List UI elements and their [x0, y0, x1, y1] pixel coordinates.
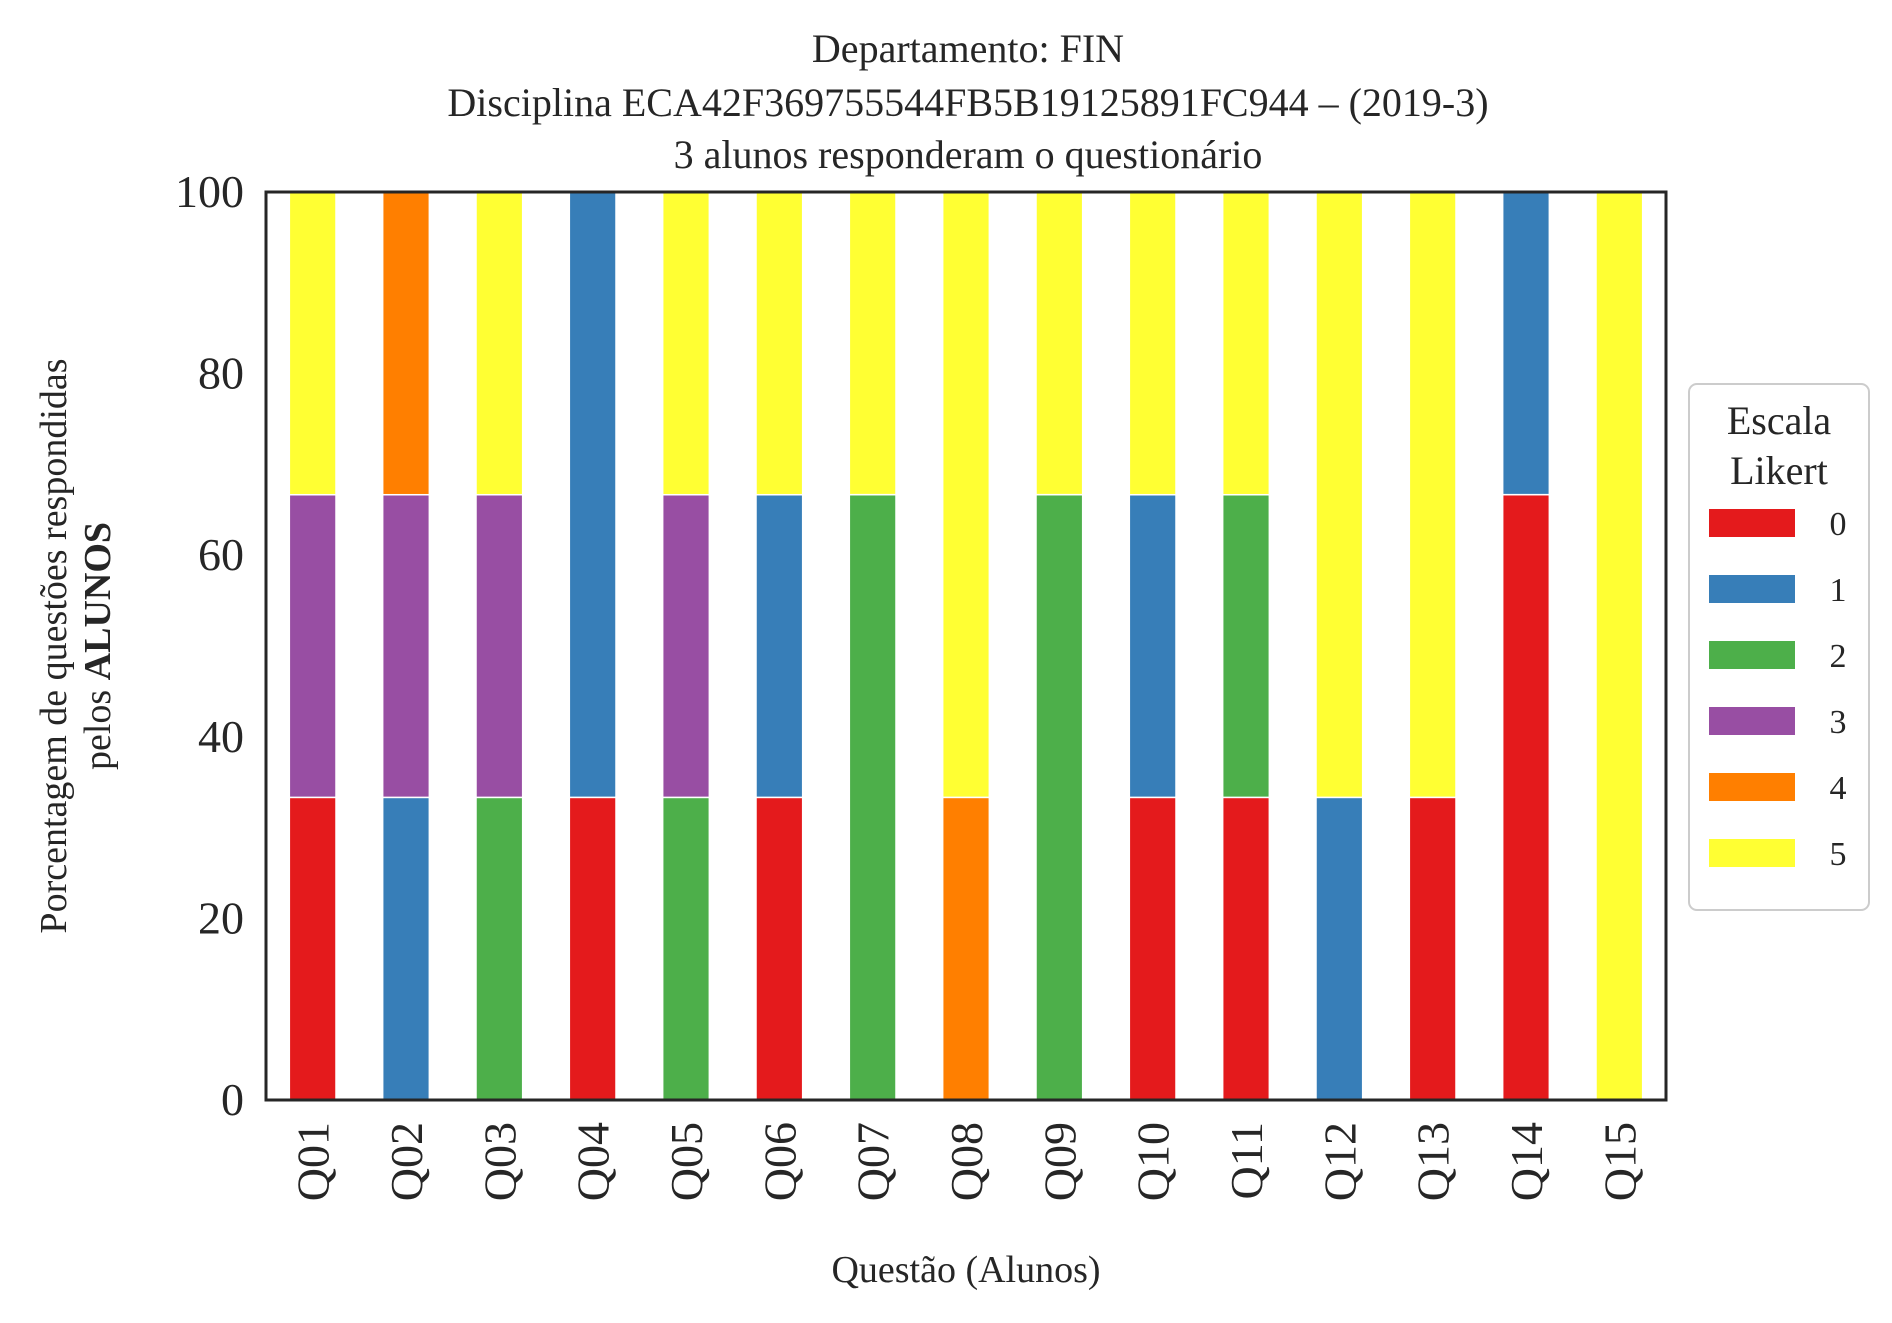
bar-q06-likert-5 — [755, 191, 804, 496]
bar-q02-likert-3 — [381, 493, 431, 799]
x-tick-label-q09: Q09 — [1034, 1122, 1085, 1201]
bar-q10-likert-0 — [1128, 796, 1177, 1101]
x-axis-label: Questão (Alunos) — [831, 1249, 1100, 1291]
legend-label-5: 5 — [1830, 836, 1847, 873]
bar-q12-likert-1 — [1315, 796, 1364, 1101]
x-tick-label-q02: Q02 — [381, 1122, 432, 1201]
bar-q03-likert-5 — [475, 191, 524, 496]
x-tick-label-q07: Q07 — [848, 1122, 899, 1201]
legend-label-1: 1 — [1830, 572, 1847, 609]
y-tick-label-0: 0 — [221, 1074, 244, 1125]
legend-swatch-1 — [1709, 575, 1795, 603]
legend-label-0: 0 — [1830, 506, 1847, 543]
bar-q05-likert-3 — [661, 493, 711, 799]
y-tick-label-80: 80 — [198, 348, 244, 399]
bar-q02-likert-4 — [381, 191, 431, 496]
bar-q01-likert-3 — [288, 493, 337, 799]
chart-title: Departamento: FIN Disciplina ECA42F36975… — [447, 26, 1488, 177]
bar-q15-likert-5 — [1595, 191, 1644, 1101]
x-tick-label-q14: Q14 — [1501, 1122, 1552, 1201]
bar-q03-likert-2 — [475, 796, 524, 1101]
bar-q14-likert-0 — [1501, 493, 1551, 1101]
bar-q10-likert-1 — [1128, 493, 1177, 799]
legend-swatch-4 — [1709, 773, 1795, 801]
y-axis-label-prefix: pelos — [77, 680, 119, 770]
bar-q04-likert-1 — [568, 191, 617, 799]
plot-frame — [264, 190, 1668, 1102]
legend-label-3: 3 — [1830, 704, 1847, 741]
x-tick-label-q13: Q13 — [1408, 1122, 1459, 1201]
bar-q01-likert-5 — [288, 191, 337, 496]
bar-q11-likert-2 — [1221, 493, 1271, 799]
y-axis-ticks: 0 20 40 60 80 100 — [175, 166, 244, 1125]
x-tick-label-q10: Q10 — [1128, 1122, 1179, 1201]
x-tick-label-q11: Q11 — [1221, 1122, 1272, 1200]
x-tick-label-q08: Q08 — [941, 1122, 992, 1201]
legend-label-4: 4 — [1830, 770, 1847, 807]
x-tick-label-q15: Q15 — [1594, 1122, 1645, 1201]
x-axis-ticks: Q01 Q02 Q03 Q04 Q05 Q06 Q07 Q08 Q09 Q10 Q11 Q12 Q13 Q… — [288, 1122, 1646, 1201]
bar-q11-likert-0 — [1221, 796, 1271, 1101]
bar-q01-likert-0 — [288, 796, 337, 1101]
bar-q13-likert-5 — [1408, 191, 1457, 799]
x-tick-label-q06: Q06 — [754, 1122, 805, 1201]
x-tick-label-q12: Q12 — [1314, 1122, 1365, 1201]
legend-swatch-3 — [1709, 707, 1795, 735]
y-tick-label-40: 40 — [198, 711, 244, 762]
bar-q05-likert-2 — [661, 796, 711, 1101]
legend-entries: 0 1 2 3 4 5 — [1709, 506, 1847, 873]
x-tick-label-q03: Q03 — [474, 1122, 525, 1201]
bar-q05-likert-5 — [661, 191, 711, 496]
title-line-2: Disciplina ECA42F369755544FB5B19125891FC… — [447, 80, 1488, 125]
y-axis-label-line-1: Porcentagem de questões respondidas — [33, 358, 75, 933]
y-tick-label-20: 20 — [198, 892, 244, 943]
bar-q08-likert-4 — [941, 796, 991, 1101]
x-tick-label-q01: Q01 — [288, 1122, 339, 1201]
bar-q04-likert-0 — [568, 796, 617, 1101]
bar-q14-likert-1 — [1501, 191, 1551, 496]
title-line-1: Departamento: FIN — [812, 26, 1124, 71]
legend-swatch-2 — [1709, 641, 1795, 669]
bar-q02-likert-1 — [381, 796, 431, 1101]
bar-q12-likert-5 — [1315, 191, 1364, 799]
bar-q06-likert-1 — [755, 493, 804, 799]
y-axis-label: Porcentagem de questões respondidas pelo… — [33, 358, 119, 933]
x-tick-label-q04: Q04 — [568, 1122, 619, 1201]
y-axis-label-line-2: pelos ALUNOS — [77, 522, 119, 770]
legend: Escala Likert 0 1 2 3 4 5 — [1688, 383, 1870, 911]
bar-q09-likert-2 — [1035, 493, 1084, 1101]
y-tick-label-100: 100 — [175, 166, 244, 217]
legend-title-line-2: Likert — [1730, 448, 1828, 493]
bar-q10-likert-5 — [1128, 191, 1177, 496]
bar-q13-likert-0 — [1408, 796, 1457, 1101]
bars-layer — [288, 191, 1644, 1101]
legend-label-2: 2 — [1830, 638, 1847, 675]
legend-title-line-1: Escala — [1727, 398, 1832, 443]
legend-swatch-0 — [1709, 509, 1795, 537]
legend-swatch-5 — [1709, 839, 1795, 867]
bar-q03-likert-3 — [475, 493, 524, 799]
bar-q11-likert-5 — [1221, 191, 1271, 496]
bar-q07-likert-5 — [848, 191, 897, 496]
bar-q06-likert-0 — [755, 796, 804, 1101]
y-axis-label-bold: ALUNOS — [77, 522, 119, 680]
y-tick-label-60: 60 — [198, 529, 244, 580]
bar-q07-likert-2 — [848, 493, 897, 1101]
x-tick-label-q05: Q05 — [661, 1122, 712, 1201]
bar-q09-likert-5 — [1035, 191, 1084, 496]
title-line-3: 3 alunos responderam o questionário — [674, 132, 1263, 177]
bar-q08-likert-5 — [941, 191, 991, 799]
